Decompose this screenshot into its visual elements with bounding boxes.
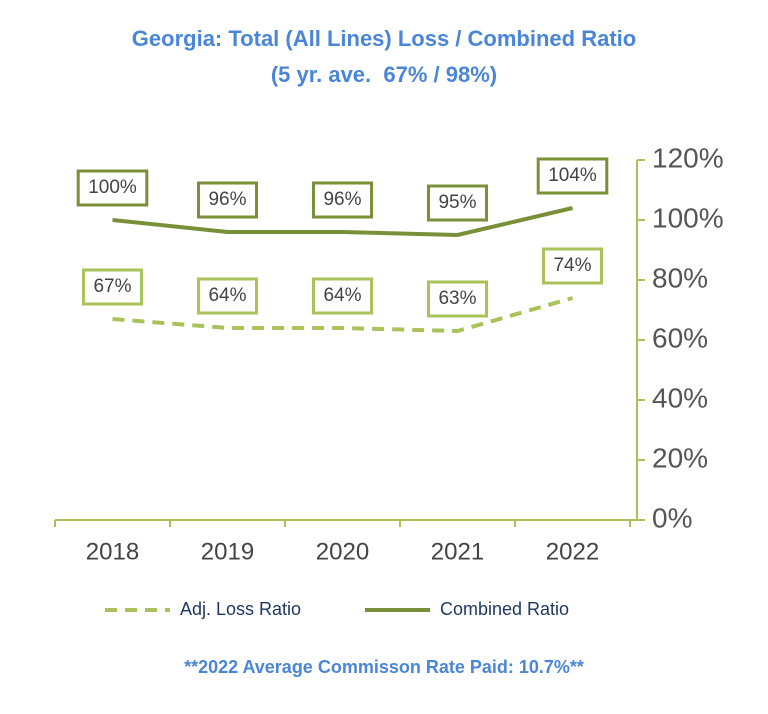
y-tick-label: 120%	[652, 142, 724, 173]
data-label-text: 100%	[88, 177, 137, 198]
data-label-box	[426, 184, 489, 222]
footnote: **2022 Average Commisson Rate Paid: 10.7…	[184, 657, 584, 677]
data-label-text: 96%	[323, 189, 361, 210]
data-label-text: 74%	[553, 255, 591, 276]
y-tick-label: 100%	[652, 202, 724, 233]
data-label: 100%	[76, 169, 149, 207]
y-tick-label: 60%	[652, 322, 708, 353]
data-label-text: 63%	[438, 288, 476, 309]
data-label-text: 95%	[438, 192, 476, 213]
legend-label: Adj. Loss Ratio	[180, 599, 301, 619]
y-tick-label: 0%	[652, 502, 692, 533]
y-tick-label: 80%	[652, 262, 708, 293]
x-tick-label: 2021	[431, 538, 484, 565]
data-label-box	[196, 181, 259, 219]
y-tick-label: 40%	[652, 382, 708, 413]
data-label: 96%	[196, 181, 259, 219]
data-label: 74%	[541, 247, 604, 285]
data-label: 95%	[426, 184, 489, 222]
data-label-box	[426, 280, 489, 318]
data-label: 104%	[536, 157, 609, 195]
series-line	[112, 206, 573, 238]
data-label-box	[536, 157, 609, 195]
chart-subtitle: (5 yr. ave. 67% / 98%)	[271, 62, 497, 87]
data-label-box	[311, 277, 374, 315]
y-tick-label: 20%	[652, 442, 708, 473]
x-tick-label: 2018	[86, 538, 139, 565]
data-label-text: 96%	[208, 189, 246, 210]
data-label-text: 67%	[93, 276, 131, 297]
data-label-box	[76, 169, 149, 207]
series-line	[112, 296, 574, 334]
data-label-box	[81, 268, 144, 306]
x-tick-label: 2020	[316, 538, 369, 565]
data-label-box	[541, 247, 604, 285]
legend-label: Combined Ratio	[440, 599, 569, 619]
data-label: 64%	[196, 277, 259, 315]
data-label-box	[196, 277, 259, 315]
data-label: 64%	[311, 277, 374, 315]
data-label-text: 104%	[548, 165, 597, 186]
x-tick-label: 2019	[201, 538, 254, 565]
data-label-text: 64%	[323, 285, 361, 306]
chart-title: Georgia: Total (All Lines) Loss / Combin…	[132, 26, 636, 51]
data-label-box	[311, 181, 374, 219]
data-label: 67%	[81, 268, 144, 306]
data-label-text: 64%	[208, 285, 246, 306]
data-label: 63%	[426, 280, 489, 318]
x-tick-label: 2022	[546, 538, 599, 565]
data-label: 96%	[311, 181, 374, 219]
